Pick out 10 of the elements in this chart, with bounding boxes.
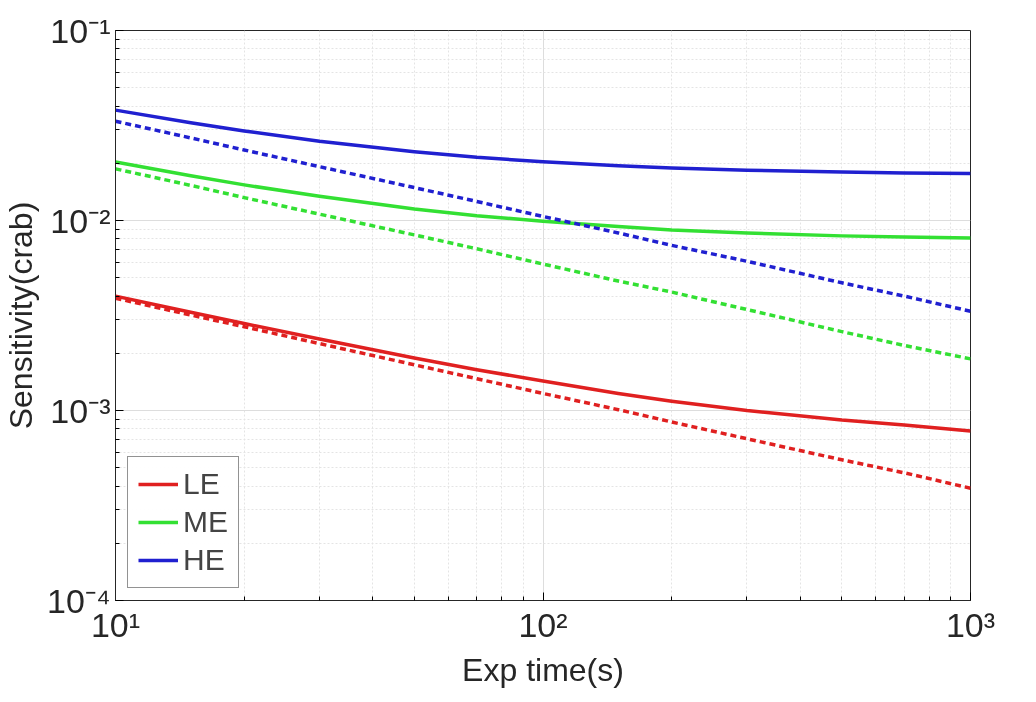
y-tick-label: 10⁻² bbox=[50, 201, 111, 240]
legend-label: HE bbox=[183, 543, 225, 577]
y-tick-label: 10⁻³ bbox=[50, 391, 111, 430]
legend-label: ME bbox=[183, 505, 228, 539]
legend-label: LE bbox=[183, 467, 220, 501]
x-tick-label: 10² bbox=[518, 605, 568, 644]
y-tick-label: 10⁻¹ bbox=[50, 11, 111, 50]
x-axis-title: Exp time(s) bbox=[462, 651, 624, 688]
y-axis-title: Sensitivity(crab) bbox=[3, 201, 40, 430]
x-tick-label: 10³ bbox=[945, 605, 996, 644]
